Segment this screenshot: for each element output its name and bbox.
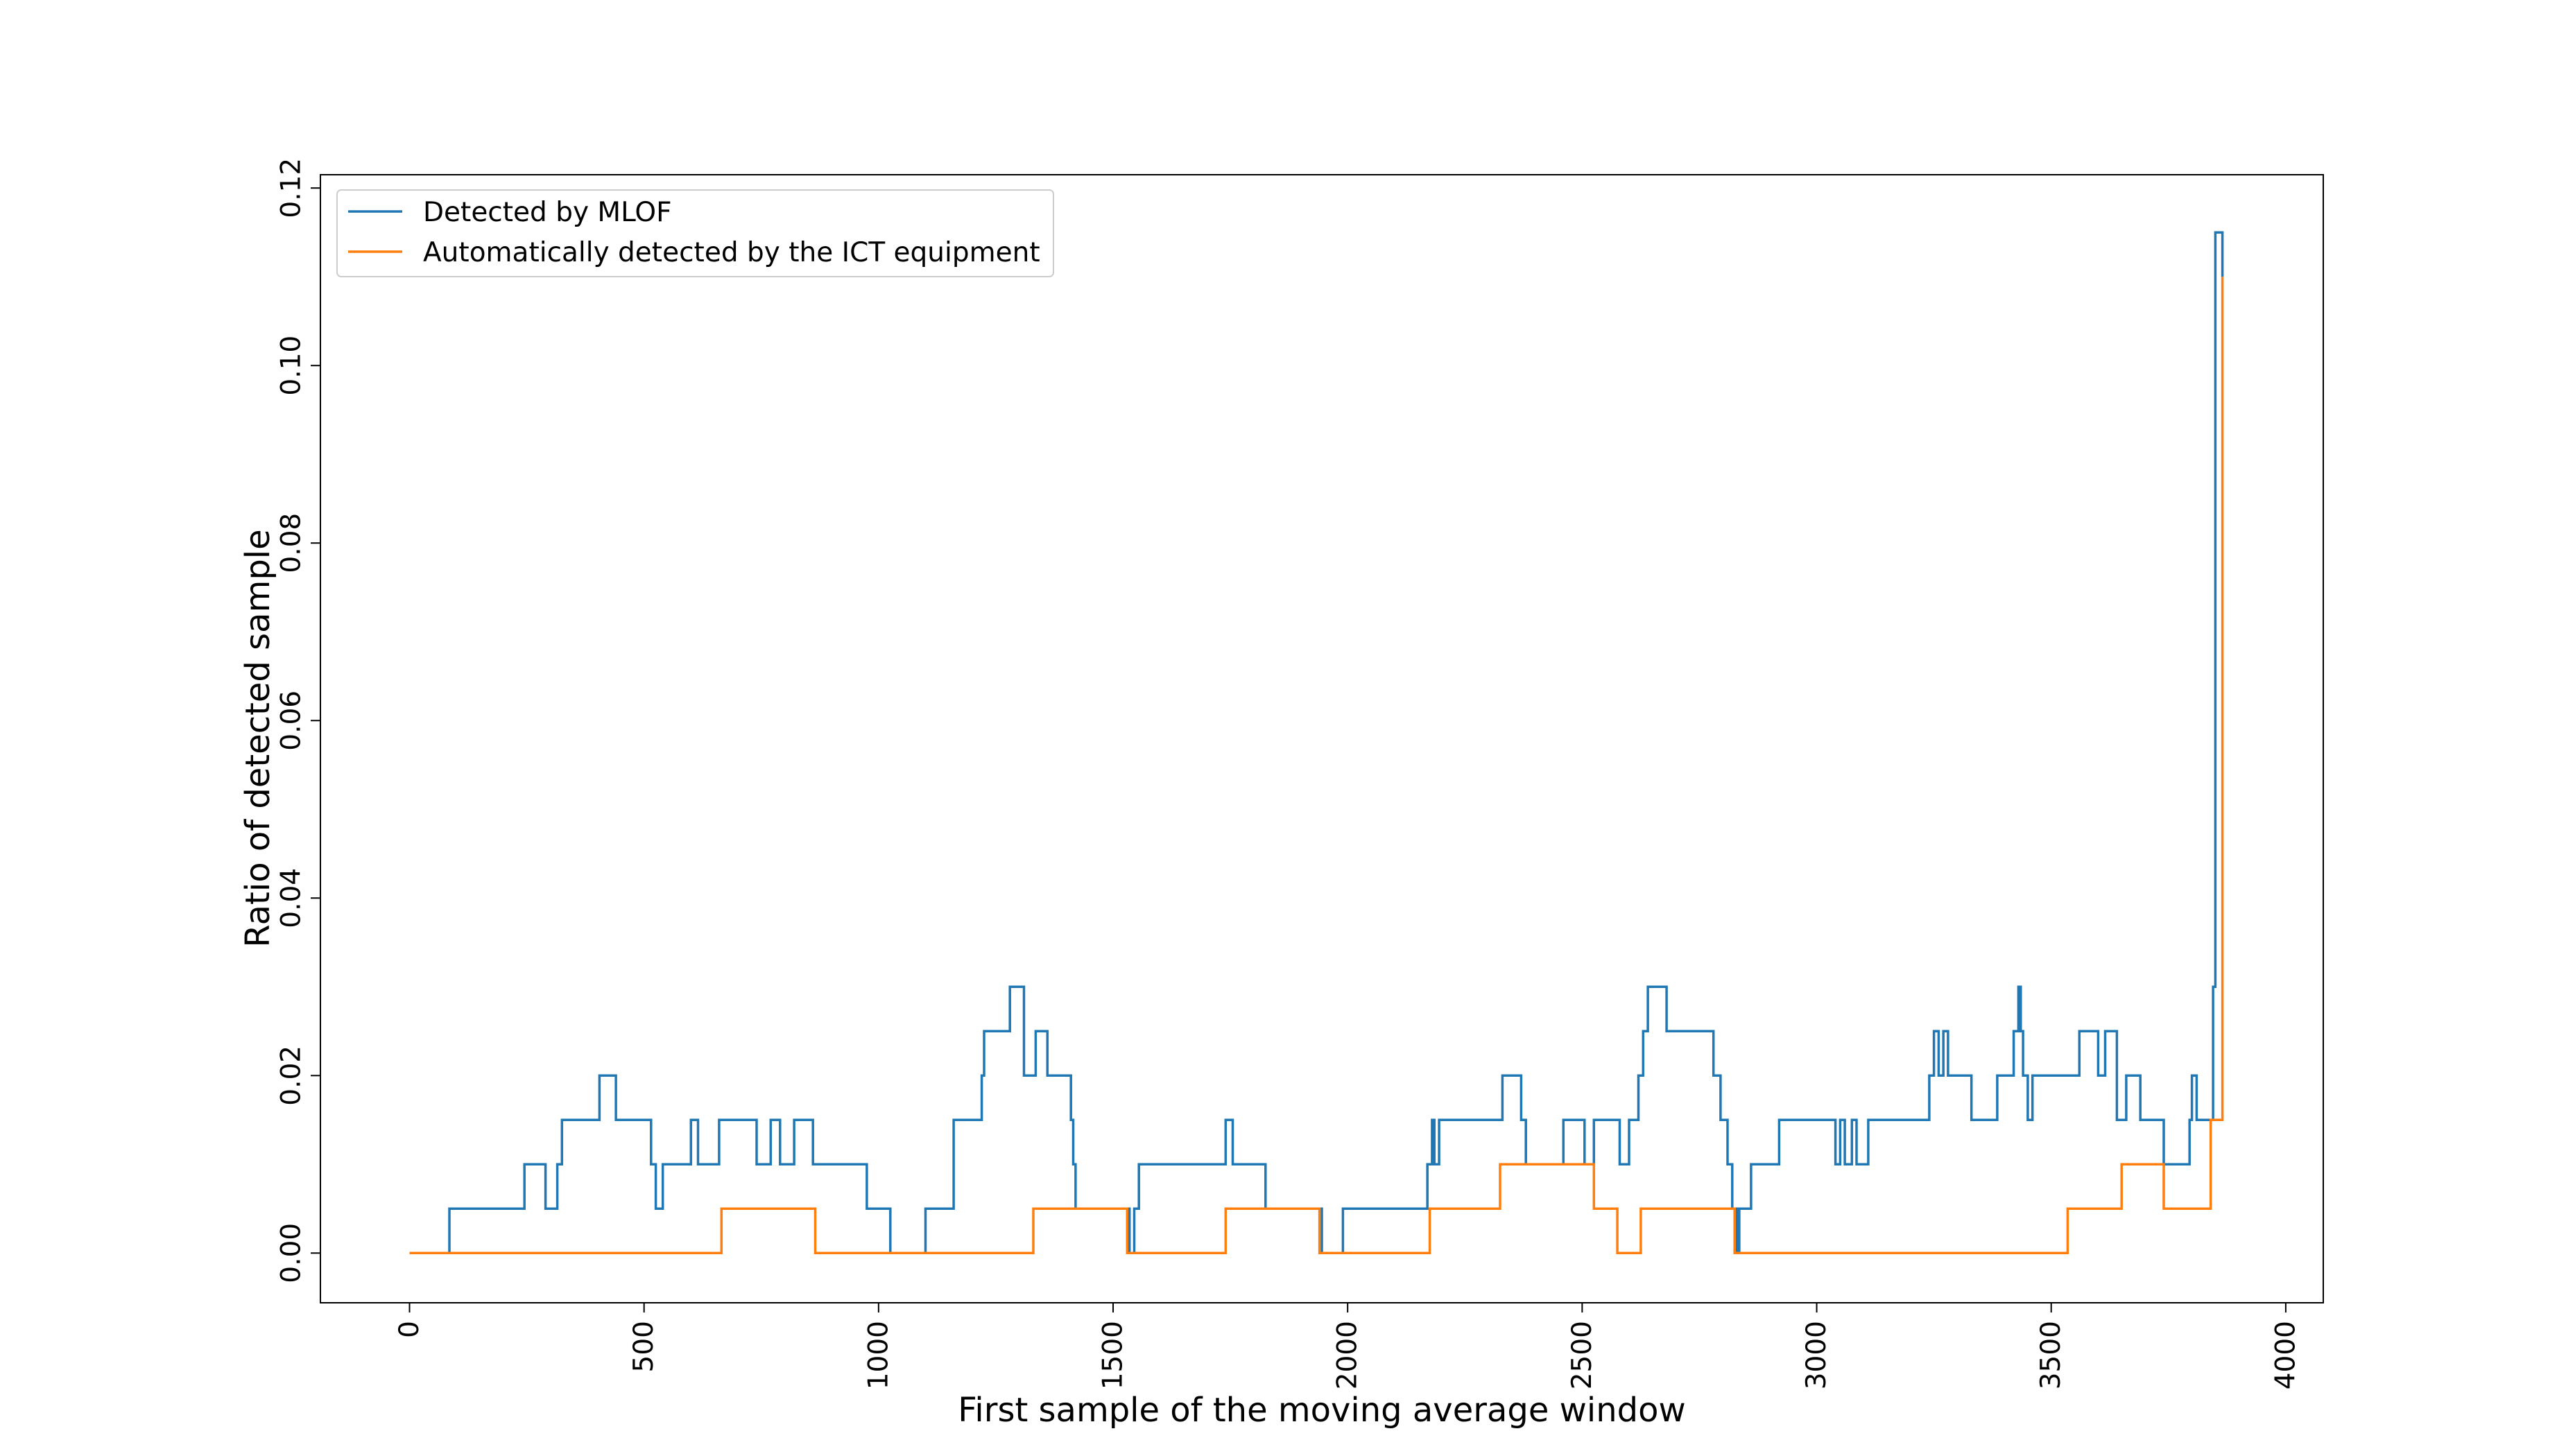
- plot-frame: [320, 174, 2324, 1303]
- y-tick-label: 0.00: [276, 1223, 307, 1283]
- x-axis-title: First sample of the moving average windo…: [958, 1391, 1685, 1430]
- legend-label-ict: Automatically detected by the ICT equipm…: [423, 237, 1040, 268]
- y-axis-title: Ratio of detected sample: [239, 529, 277, 947]
- x-axis: 0 500 1000 1500 2000 2500 3000 3500 4000: [394, 1303, 2301, 1389]
- x-tick-label: 2000: [1332, 1321, 1363, 1389]
- x-tick-label: 3500: [2035, 1321, 2067, 1389]
- x-tick-label: 1500: [1098, 1321, 1129, 1389]
- x-tick-label: 3000: [1801, 1321, 1832, 1389]
- x-tick-label: 500: [628, 1321, 660, 1372]
- y-tick-label: 0.04: [276, 868, 307, 928]
- legend-label-mlof: Detected by MLOF: [423, 197, 672, 228]
- legend: Detected by MLOF Automatically detected …: [336, 189, 1054, 277]
- x-tick-label: 1000: [863, 1321, 894, 1389]
- y-axis: 0.00 0.02 0.04 0.06 0.08 0.10 0.12: [276, 158, 320, 1283]
- series-line-mlof: [409, 231, 2224, 1255]
- y-tick-label: 0.12: [276, 158, 307, 218]
- y-tick-label: 0.08: [276, 513, 307, 573]
- x-tick-label: 4000: [2270, 1321, 2301, 1389]
- y-tick-label: 0.10: [276, 336, 307, 396]
- series-layer: [409, 231, 2224, 1255]
- legend-box: [336, 189, 1054, 277]
- y-tick-label: 0.02: [276, 1046, 307, 1106]
- series-line-ict: [409, 277, 2224, 1255]
- y-tick-label: 0.06: [276, 691, 307, 751]
- x-tick-label: 2500: [1567, 1321, 1598, 1389]
- x-tick-label: 0: [394, 1321, 425, 1338]
